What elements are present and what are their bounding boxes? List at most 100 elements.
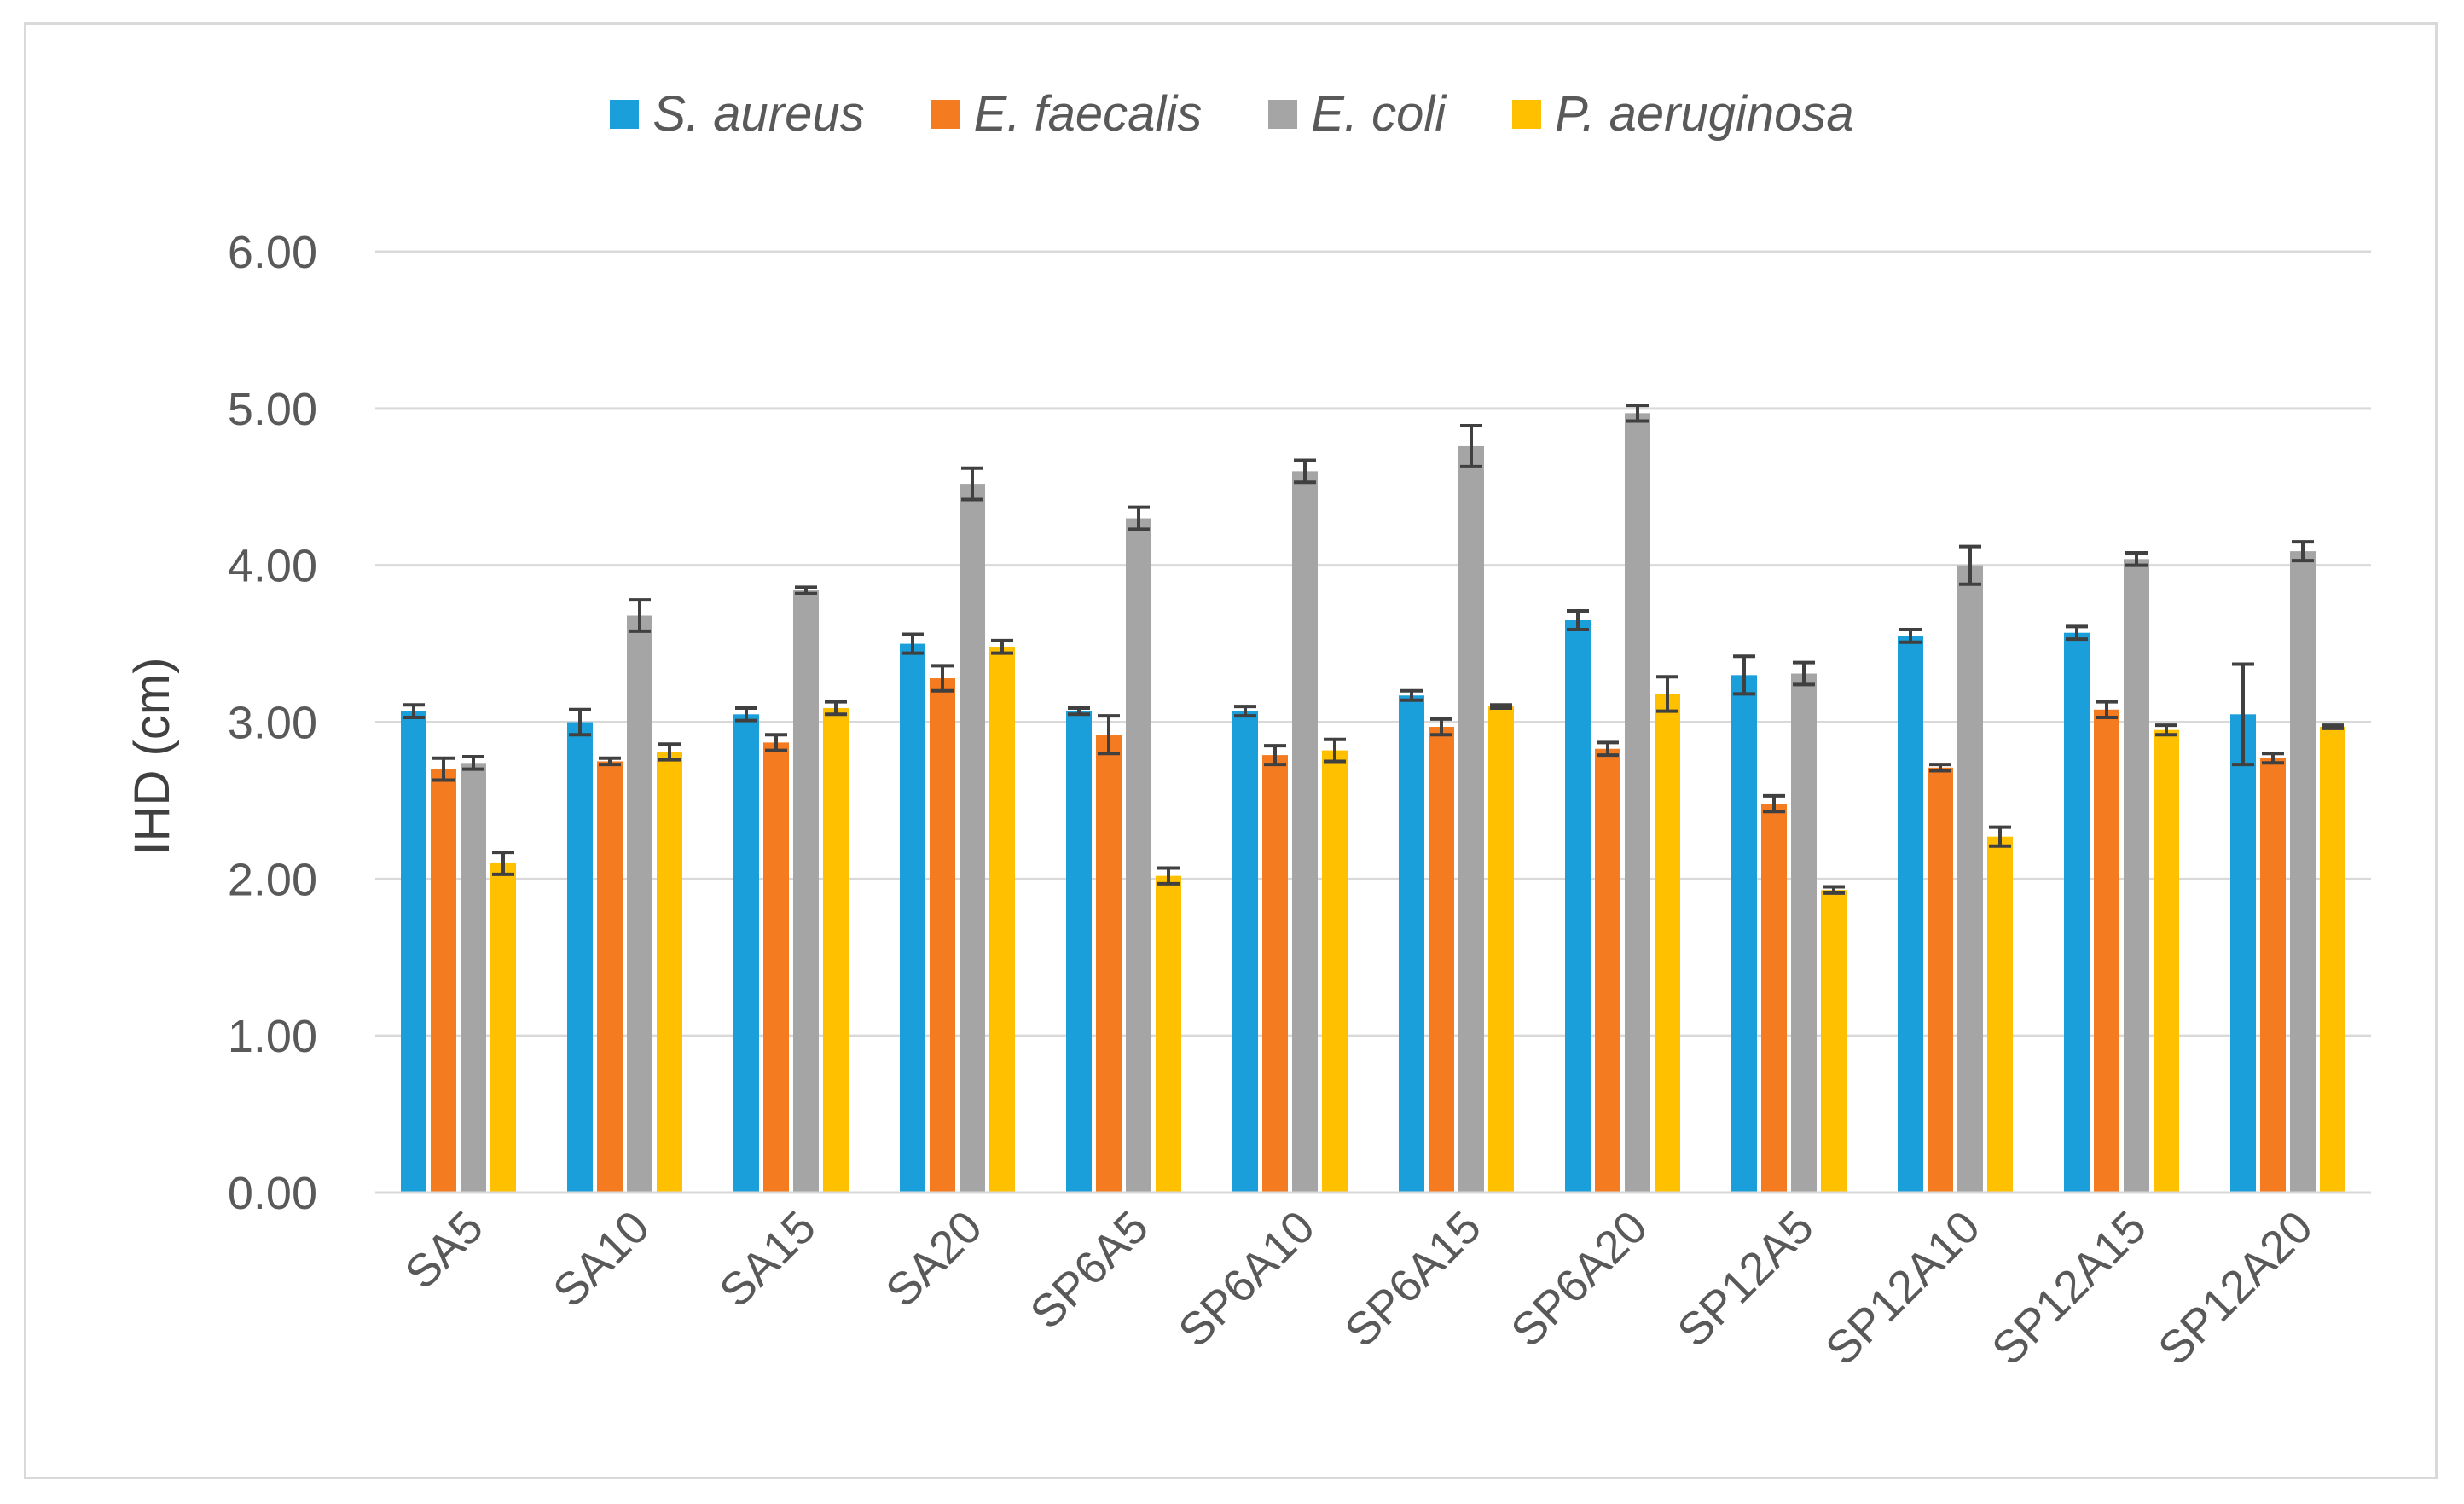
bar [1322,750,1348,1193]
legend-item-e-coli: E. coli [1268,85,1446,142]
x-tick-label: SP12A10 [1816,1201,1990,1375]
error-bar [931,664,954,693]
legend-item-e-faecalis: E. faecalis [931,85,1203,142]
error-bar [1597,740,1619,758]
y-tick-label: 5.00 [228,384,317,435]
bar [1262,755,1288,1193]
error-bar [569,707,591,737]
bar [2124,559,2149,1193]
bar [657,752,682,1193]
bar [1565,620,1591,1193]
x-tick-label: SP12A5 [1667,1201,1823,1357]
bar [1292,471,1318,1193]
error-bar [1793,660,1815,687]
error-bar [462,754,484,771]
error-bar [1989,825,2011,848]
error-bar [1656,675,1678,713]
error-bar [1460,424,1482,468]
bar [900,643,925,1193]
y-tick-label: 1.00 [228,1011,317,1062]
error-bar [795,585,817,595]
bar [1458,445,1484,1193]
legend-item-p-aeruginosa: P. aeruginosa [1512,85,1854,142]
bar [793,590,819,1193]
bar [1625,413,1650,1193]
error-bar [2232,662,2254,767]
bar [733,714,759,1193]
bar [401,711,426,1193]
error-bar [1264,744,1286,767]
error-bar [2066,624,2088,642]
y-axis-ticks: 0.00 1.00 2.00 3.00 4.00 5.00 6.00 [228,227,317,1219]
error-bar [2292,540,2314,563]
legend-label-e-coli: E. coli [1311,86,1447,142]
error-bar [961,466,983,502]
error-bar [432,756,455,782]
error-bar [1823,885,1845,895]
bar [2230,714,2256,1193]
error-bar [1626,404,1649,423]
bar [1096,735,1122,1193]
bar [2094,709,2119,1193]
error-bar [1733,654,1755,696]
bar [763,742,789,1193]
bar [1898,636,1923,1193]
x-tick-label: SP6A20 [1501,1201,1657,1357]
error-bar [1098,714,1120,756]
bar [1156,875,1181,1193]
bar [1488,706,1514,1193]
bar [1595,748,1620,1193]
bar [461,763,486,1193]
bar [2260,758,2286,1193]
error-bar [403,703,425,719]
x-tick-label: SP6A10 [1168,1201,1325,1357]
y-axis-title: IHD (cm) [125,658,180,856]
error-bar [1400,688,1423,702]
bar [2320,727,2345,1193]
bar [2290,551,2316,1193]
bar [1791,673,1817,1193]
legend-swatch-e-faecalis [931,99,960,129]
error-bar [1430,717,1452,737]
error-bar [825,700,847,717]
y-tick-label: 4.00 [228,541,317,592]
x-axis-ticks: SA5 SA10 SA15 SA20 SP6A5 SP6A10 SP6A15 SP6A20 SP… [395,1201,2322,1375]
bars [401,413,2345,1193]
bar [1655,694,1680,1193]
bar [567,722,593,1193]
y-tick-label: 3.00 [228,698,317,749]
y-tick-label: 2.00 [228,854,317,905]
bar [1987,836,2013,1193]
legend-label-e-faecalis: E. faecalis [973,86,1203,142]
bar [431,769,456,1193]
bar [1429,727,1454,1193]
bar [823,707,849,1193]
bar [597,761,623,1193]
legend-label-s-aureus: S. aureus [652,86,865,142]
error-bar [492,851,514,876]
legend-swatch-e-coli [1268,99,1298,129]
bar [1232,711,1258,1193]
bar [2154,729,2179,1193]
error-bar [1959,544,1981,586]
bar [1761,804,1787,1193]
x-tick-label: SA15 [710,1201,826,1317]
error-bar [1068,706,1090,717]
grid-lines [375,250,2371,1037]
bar [989,647,1015,1193]
x-tick-label: SP6A5 [1021,1201,1158,1339]
bar [490,862,516,1193]
error-bar [2322,723,2344,730]
legend-swatch-s-aureus [610,99,640,129]
error-bar [2096,700,2118,719]
error-bar [1929,763,1951,773]
bar [1126,518,1151,1193]
x-tick-label: SP12A15 [1982,1201,2156,1375]
error-bar [735,706,757,723]
error-bar [1128,505,1150,531]
x-tick-label: SP12A20 [2148,1201,2322,1375]
error-bar [1324,737,1346,764]
x-tick-label: SA5 [395,1201,493,1299]
error-bar [2155,723,2177,737]
error-bar [1294,458,1316,485]
